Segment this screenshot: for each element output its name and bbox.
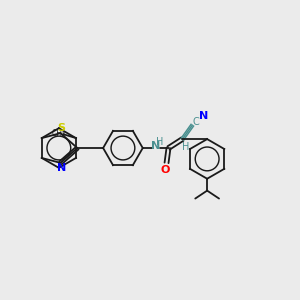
Text: H: H (182, 142, 189, 152)
Text: H: H (156, 137, 163, 147)
Text: N: N (151, 141, 160, 151)
Text: S: S (58, 123, 65, 133)
Text: N: N (199, 111, 208, 121)
Text: O: O (161, 165, 170, 175)
Text: N: N (57, 163, 66, 173)
Text: CH₃: CH₃ (52, 129, 66, 138)
Text: C: C (193, 117, 200, 127)
